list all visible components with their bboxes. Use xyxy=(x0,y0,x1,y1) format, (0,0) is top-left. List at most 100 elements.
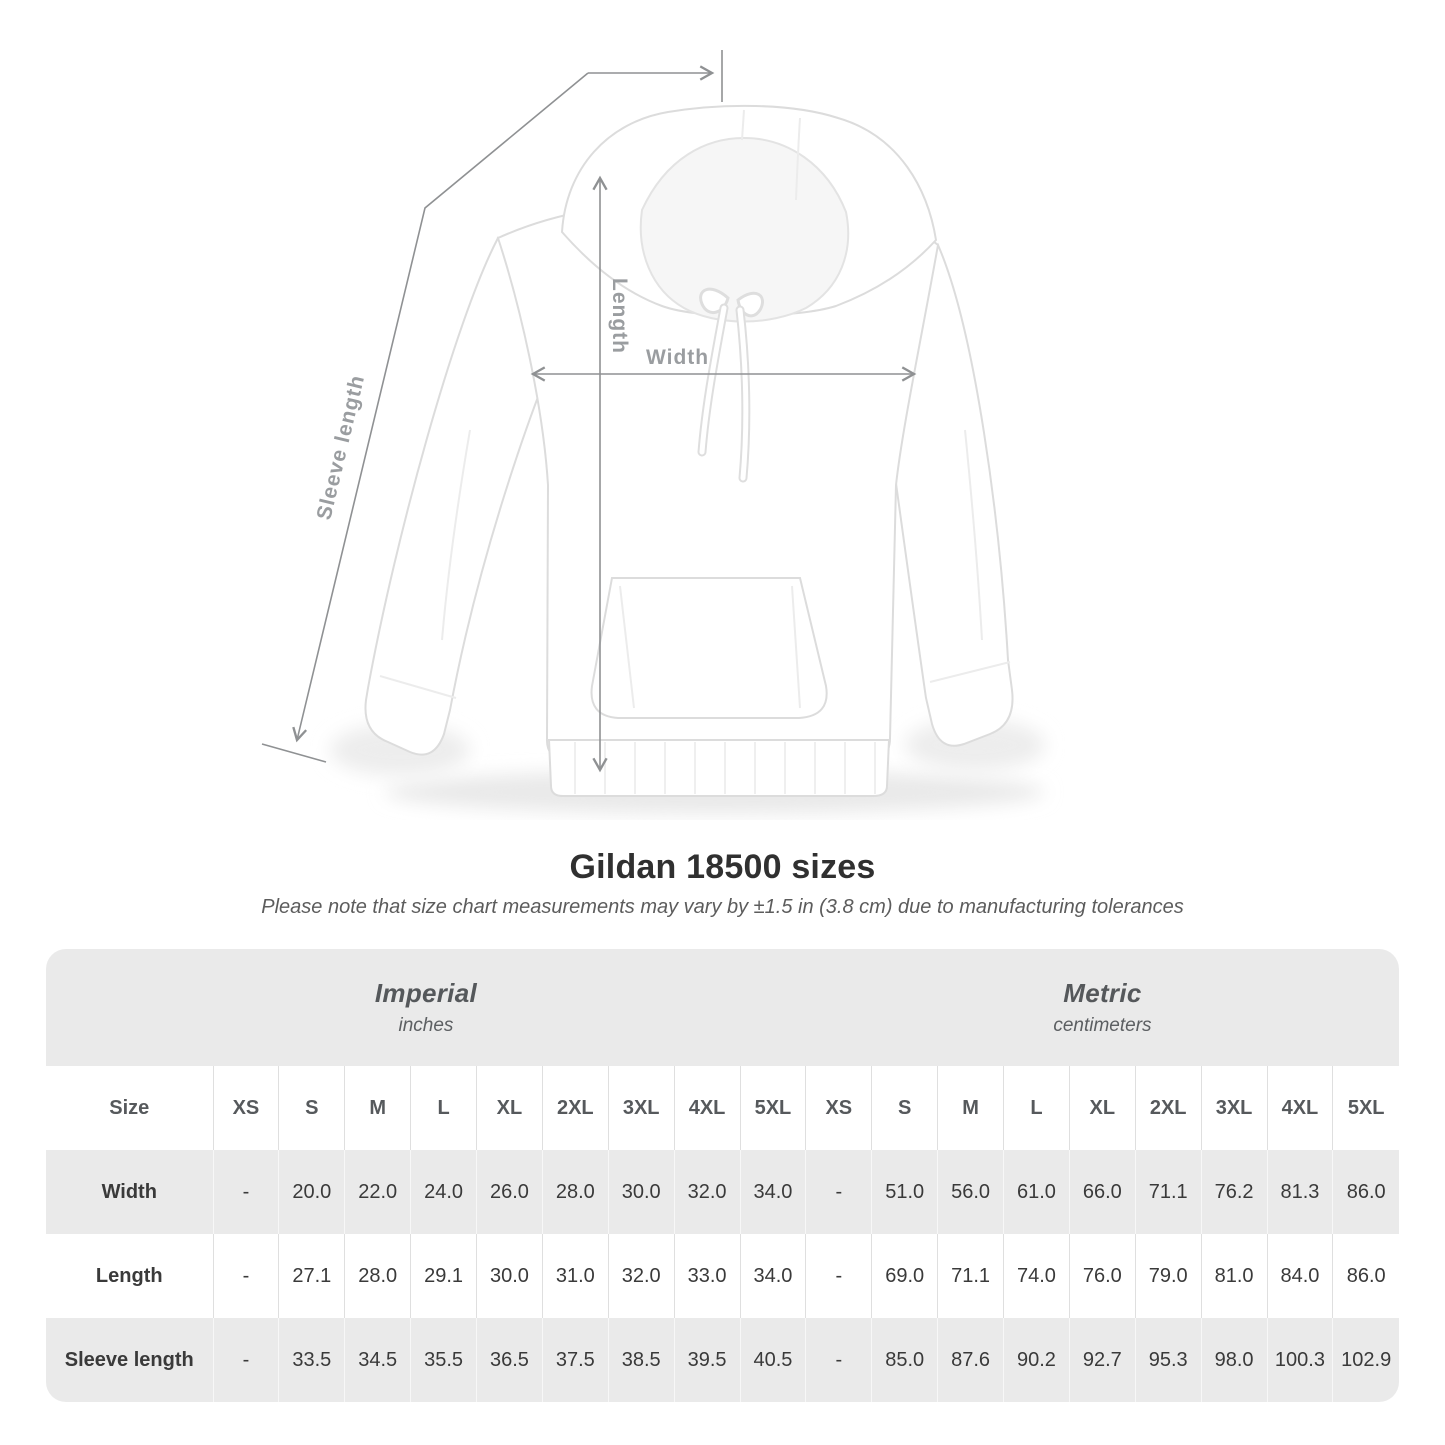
value-cell: - xyxy=(805,1318,872,1402)
value-cell: - xyxy=(212,1150,279,1234)
value-cell: 81.3 xyxy=(1266,1150,1333,1234)
size-col-header: 4XL xyxy=(1266,1066,1333,1150)
metric-unit: centimeters xyxy=(1053,1015,1152,1036)
table-row-sleeve-length: Sleeve length - 33.5 34.5 35.5 36.5 37.5… xyxy=(46,1318,1399,1402)
value-cell: 28.0 xyxy=(541,1150,609,1234)
size-col-header: XS xyxy=(805,1066,872,1150)
size-header-row: Size XS S M L XL 2XL 3XL 4XL 5XL XS S M … xyxy=(46,1066,1399,1150)
hoodie-pocket xyxy=(590,577,828,719)
value-cell: 20.0 xyxy=(278,1150,345,1234)
value-cell: 76.2 xyxy=(1200,1150,1267,1234)
size-table: Imperial inches Metric centimeters Size … xyxy=(46,949,1399,1402)
value-cell: 87.6 xyxy=(937,1318,1004,1402)
value-cell: 56.0 xyxy=(937,1150,1004,1234)
value-cell: 38.5 xyxy=(607,1318,675,1402)
table-row-width: Width - 20.0 22.0 24.0 26.0 28.0 30.0 32… xyxy=(46,1150,1399,1234)
row-label-width: Width xyxy=(46,1150,213,1234)
value-cell: 66.0 xyxy=(1068,1150,1136,1234)
value-cell: 32.0 xyxy=(607,1234,675,1318)
width-label: Width xyxy=(646,346,709,369)
value-cell: 79.0 xyxy=(1134,1234,1202,1318)
value-cell: 51.0 xyxy=(871,1150,938,1234)
sleeve-length-label: Sleeve length xyxy=(312,372,369,522)
value-cell: 37.5 xyxy=(541,1318,609,1402)
right-sleeve-crease xyxy=(964,429,983,641)
left-cuff-seam xyxy=(379,675,457,699)
value-cell: 90.2 xyxy=(1003,1318,1070,1402)
size-col-header: S xyxy=(871,1066,938,1150)
value-cell: 86.0 xyxy=(1332,1234,1399,1318)
pocket-stitching xyxy=(619,585,801,709)
sleeve-length-end-tick xyxy=(261,743,327,763)
value-cell: 35.5 xyxy=(410,1318,477,1402)
size-col-header: XS xyxy=(212,1066,279,1150)
page-title: Gildan 18500 sizes xyxy=(569,848,876,886)
imperial-unit: inches xyxy=(398,1015,454,1036)
value-cell: 61.0 xyxy=(1003,1150,1070,1234)
size-col-header: M xyxy=(344,1066,411,1150)
right-cuff-seam xyxy=(929,661,1011,683)
size-col-header: 5XL xyxy=(1332,1066,1399,1150)
value-cell: 24.0 xyxy=(410,1150,477,1234)
left-sleeve-crease xyxy=(441,429,471,641)
value-cell: 34.5 xyxy=(344,1318,411,1402)
value-cell: 33.5 xyxy=(278,1318,345,1402)
value-cell: 85.0 xyxy=(871,1318,938,1402)
value-cell: 71.1 xyxy=(937,1234,1004,1318)
value-cell: 30.0 xyxy=(476,1234,543,1318)
value-cell: - xyxy=(805,1150,872,1234)
size-col-header: 4XL xyxy=(673,1066,740,1150)
value-cell: 39.5 xyxy=(673,1318,740,1402)
metric-title: Metric xyxy=(1063,978,1142,1008)
value-cell: 22.0 xyxy=(344,1150,411,1234)
length-label: Length xyxy=(608,278,631,354)
hood-seams xyxy=(741,109,801,201)
value-cell: 86.0 xyxy=(1332,1150,1399,1234)
hoodie-size-diagram: Sleeve length Length Width xyxy=(261,50,1045,814)
size-col-header: L xyxy=(410,1066,477,1150)
size-col-header: XL xyxy=(1068,1066,1136,1150)
value-cell: 81.0 xyxy=(1200,1234,1267,1318)
value-cell: 92.7 xyxy=(1068,1318,1136,1402)
value-cell: 71.1 xyxy=(1134,1150,1202,1234)
size-col-header: 3XL xyxy=(1200,1066,1267,1150)
value-cell: 34.0 xyxy=(739,1234,806,1318)
value-cell: 28.0 xyxy=(344,1234,411,1318)
value-cell: 95.3 xyxy=(1134,1318,1202,1402)
row-label-length: Length xyxy=(46,1234,213,1318)
value-cell: 69.0 xyxy=(871,1234,938,1318)
value-cell: 26.0 xyxy=(476,1150,543,1234)
value-cell: 84.0 xyxy=(1266,1234,1333,1318)
size-header-label: Size xyxy=(46,1066,213,1150)
size-col-header: 2XL xyxy=(541,1066,609,1150)
imperial-section-header: Imperial inches xyxy=(46,949,806,1066)
imperial-title: Imperial xyxy=(374,978,477,1008)
hoodie-diagram-svg: Sleeve length Length Width xyxy=(261,50,1045,814)
table-row-length: Length - 27.1 28.0 29.1 30.0 31.0 32.0 3… xyxy=(46,1234,1399,1318)
value-cell: 30.0 xyxy=(607,1150,675,1234)
size-col-header: 2XL xyxy=(1134,1066,1202,1150)
value-cell: 31.0 xyxy=(541,1234,609,1318)
page-subtitle: Please note that size chart measurements… xyxy=(261,896,1184,918)
size-col-header: 3XL xyxy=(607,1066,675,1150)
size-col-header: S xyxy=(278,1066,345,1150)
value-cell: 40.5 xyxy=(739,1318,806,1402)
unit-band-row: Imperial inches Metric centimeters xyxy=(46,949,1399,1066)
row-label-sleeve-length: Sleeve length xyxy=(46,1318,213,1402)
value-cell: 33.0 xyxy=(673,1234,740,1318)
value-cell: 29.1 xyxy=(410,1234,477,1318)
hoodie-illustration xyxy=(330,104,1045,814)
value-cell: 76.0 xyxy=(1068,1234,1136,1318)
size-col-header: 5XL xyxy=(739,1066,806,1150)
value-cell: 100.3 xyxy=(1266,1318,1333,1402)
value-cell: 34.0 xyxy=(739,1150,806,1234)
value-cell: 102.9 xyxy=(1332,1318,1399,1402)
value-cell: 27.1 xyxy=(278,1234,345,1318)
size-col-header: XL xyxy=(476,1066,543,1150)
value-cell: - xyxy=(805,1234,872,1318)
value-cell: 98.0 xyxy=(1200,1318,1267,1402)
size-col-header: L xyxy=(1003,1066,1070,1150)
value-cell: - xyxy=(212,1234,279,1318)
value-cell: - xyxy=(212,1318,279,1402)
value-cell: 36.5 xyxy=(476,1318,543,1402)
